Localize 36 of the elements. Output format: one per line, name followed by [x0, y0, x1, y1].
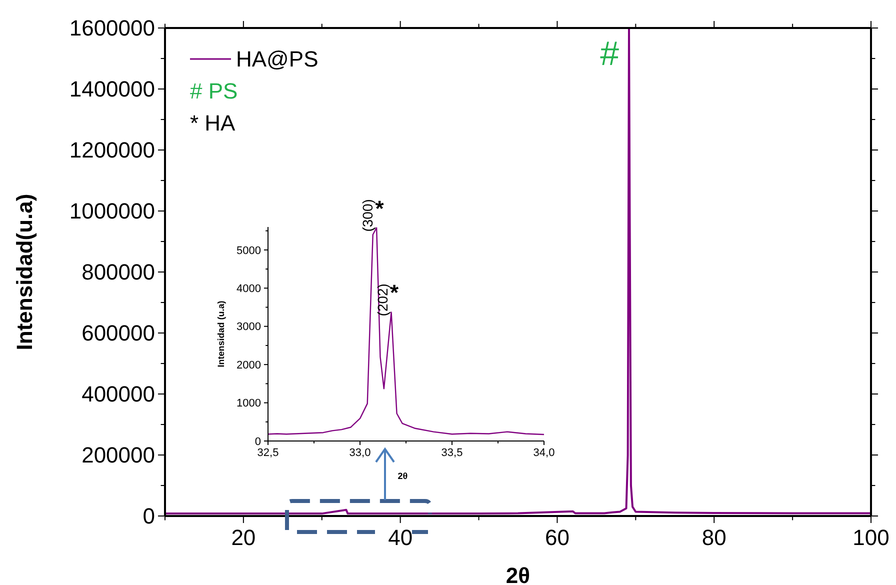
x-tick-label: 33,0 — [349, 447, 371, 459]
annotation: * — [390, 280, 399, 306]
y-tick-label: 1400000 — [69, 76, 155, 102]
y-tick-label: 800000 — [82, 260, 155, 285]
annotation: # — [600, 35, 620, 73]
x-axis-title: 2θ — [506, 563, 530, 585]
y-tick-label: 0 — [142, 504, 155, 529]
y-tick-label: 5000 — [236, 244, 261, 257]
y-tick-label: 2000 — [236, 359, 261, 372]
x-tick-label: 32,5 — [257, 447, 279, 459]
y-tick-label: 1600000 — [69, 16, 155, 41]
annotation: * HA — [190, 110, 236, 136]
y-tick-label: 200000 — [82, 442, 155, 468]
y-tick-label: 400000 — [82, 382, 155, 407]
x-axis-title: 2θ — [398, 471, 408, 481]
y-tick-label: 1200000 — [69, 138, 155, 163]
y-tick-label: 1000 — [236, 398, 261, 410]
annotation: (202) — [374, 284, 390, 316]
x-tick-label: 40 — [388, 525, 413, 550]
x-tick-label: 20 — [231, 525, 256, 550]
y-tick-label: 1000000 — [69, 198, 155, 224]
y-axis-title: Intensidad (u.a) — [216, 300, 226, 368]
x-tick-label: 80 — [702, 525, 726, 550]
annotation: (300) — [360, 199, 376, 232]
x-tick-label: 34,0 — [533, 447, 555, 459]
y-tick-label: 600000 — [82, 320, 155, 346]
y-tick-label: 4000 — [236, 282, 261, 295]
x-tick-label: 100 — [852, 525, 890, 550]
y-tick-label: 3000 — [236, 321, 261, 334]
legend-label: HA@PS — [236, 46, 318, 72]
x-tick-label: 33,5 — [441, 447, 463, 459]
y-tick-label: 0 — [254, 436, 261, 448]
annotation: * — [375, 196, 384, 221]
annotation: # PS — [190, 78, 238, 104]
y-axis-title: Intensidad(u.a) — [12, 194, 37, 350]
x-tick-label: 60 — [544, 525, 570, 550]
